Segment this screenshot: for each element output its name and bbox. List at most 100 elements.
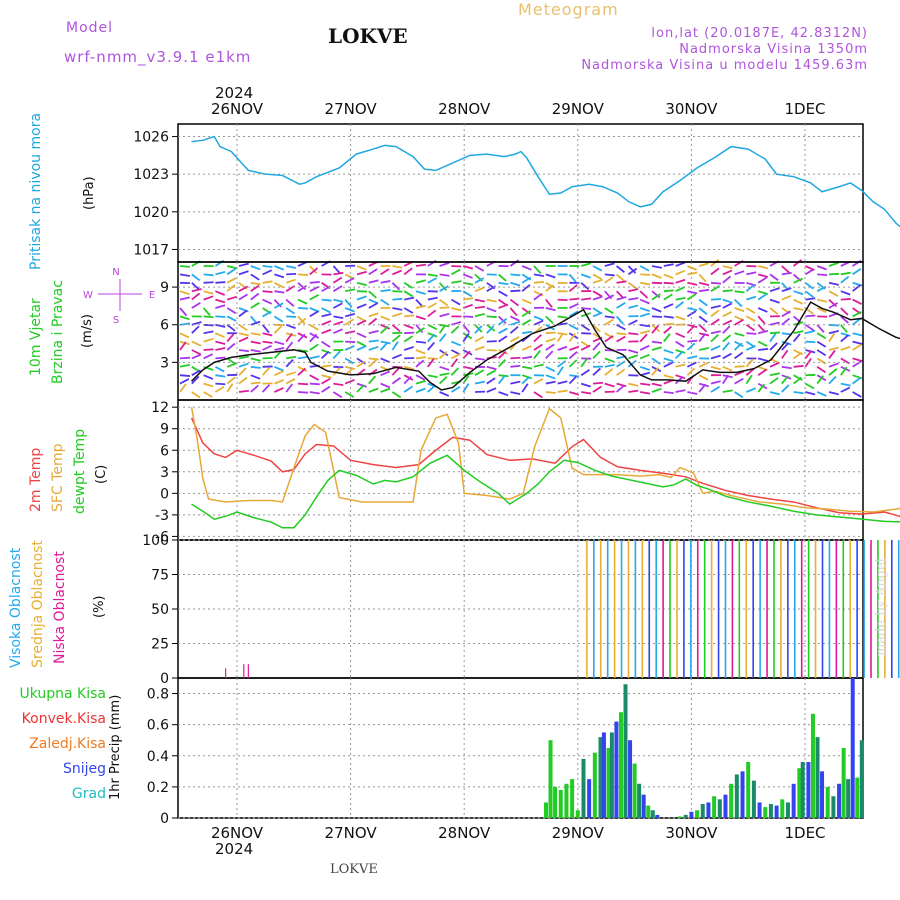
wind-barb xyxy=(734,370,745,377)
wind-barb xyxy=(309,382,320,386)
wind-barb xyxy=(545,307,556,312)
wind-barb xyxy=(769,361,780,368)
wind-barb xyxy=(592,324,601,333)
wind-barb xyxy=(321,364,332,368)
wind-barb xyxy=(557,380,568,385)
wind-barb xyxy=(309,332,320,339)
wind-barb xyxy=(510,364,521,368)
wind-barb xyxy=(462,383,470,393)
wind-barb xyxy=(415,279,426,284)
wind-barb xyxy=(356,270,367,276)
wind-barb xyxy=(203,281,214,284)
chart-title: Meteogram xyxy=(518,0,619,19)
wind-barb xyxy=(828,290,839,297)
wind-barb xyxy=(745,284,755,292)
wind-barb xyxy=(816,265,827,271)
precip-bar xyxy=(695,810,700,818)
wind-barb xyxy=(604,335,614,343)
wind-barb xyxy=(698,374,709,381)
wind-barb xyxy=(852,376,862,385)
wind-barb xyxy=(380,357,391,364)
wind-barb xyxy=(569,302,579,309)
wind-barb xyxy=(451,307,462,312)
wind-barb xyxy=(498,273,507,282)
wind-barb xyxy=(627,359,637,368)
wind-barb xyxy=(510,289,521,293)
wind-barb xyxy=(274,346,285,351)
wind-barb xyxy=(805,340,816,344)
wind-barb xyxy=(651,357,661,365)
precip-bar xyxy=(609,732,614,818)
wind-barb xyxy=(852,317,862,326)
wind-barb xyxy=(568,324,579,331)
precip-bars xyxy=(543,678,864,818)
wind-barb xyxy=(274,265,285,271)
wind-barb xyxy=(686,293,697,301)
wind-barb xyxy=(344,318,355,326)
model-label: Model xyxy=(66,20,114,36)
wind-barb xyxy=(592,381,604,385)
wind-barb xyxy=(498,349,509,355)
wind-barb xyxy=(250,365,261,369)
wind-barb xyxy=(581,297,592,301)
wind-barb xyxy=(226,342,236,351)
wind-barb xyxy=(497,358,507,368)
wind-barb xyxy=(533,391,543,399)
wind-barb xyxy=(510,320,521,326)
wind-barb xyxy=(769,391,780,396)
wind-barb xyxy=(805,314,816,318)
wind-barb xyxy=(686,367,696,376)
precip-bar xyxy=(606,748,611,818)
precip-bar xyxy=(712,796,717,818)
wind-barb xyxy=(321,374,332,379)
wind-barb xyxy=(415,298,424,308)
wind-barb xyxy=(191,292,201,301)
wind-barb xyxy=(722,310,733,318)
precip-bar xyxy=(655,814,660,818)
wind-barb xyxy=(592,367,601,376)
wind-barb xyxy=(592,385,602,393)
wind-barb xyxy=(498,298,508,306)
wind-barb xyxy=(214,366,225,373)
precip-bar xyxy=(841,748,846,818)
wind-barb xyxy=(285,332,293,343)
wind-barb xyxy=(568,284,578,292)
wind-barb xyxy=(321,313,332,318)
wind-barb xyxy=(191,349,202,356)
wind-barb xyxy=(262,340,273,344)
wind-barb xyxy=(828,368,838,376)
wind-barb xyxy=(804,349,813,359)
wind-barb xyxy=(816,375,824,385)
wind-barb xyxy=(769,372,780,377)
wind-barb xyxy=(238,355,249,360)
x-tick-label-top: 26NOV xyxy=(211,100,264,118)
wind-barb xyxy=(391,334,401,343)
wind-barb xyxy=(498,281,509,286)
wind-barb xyxy=(309,333,318,343)
wind-barb xyxy=(722,275,732,284)
wind-barb xyxy=(675,349,686,354)
wind-barb xyxy=(757,290,769,295)
wind-barb xyxy=(522,330,533,335)
wind-barb xyxy=(745,315,756,322)
wind-barb xyxy=(356,345,367,351)
wind-barb xyxy=(616,368,626,376)
wind-barb xyxy=(261,367,271,376)
wind-barb xyxy=(450,367,460,376)
wind-barb xyxy=(651,273,662,279)
wind-barb xyxy=(286,272,297,276)
x-tick-label-bottom: 1DEC xyxy=(784,824,825,842)
wind-barb xyxy=(698,333,707,343)
wind-barb xyxy=(852,281,863,287)
wind-barb xyxy=(816,340,827,348)
wind-barb xyxy=(757,307,768,313)
wind-barb xyxy=(510,315,520,322)
wind-barb xyxy=(580,282,590,291)
wind-barb xyxy=(828,261,839,267)
wind-barb xyxy=(722,352,732,360)
wind-barb xyxy=(805,391,816,396)
wind-barb xyxy=(462,332,470,343)
wind-barb xyxy=(840,290,851,296)
wind-barb xyxy=(698,281,710,287)
wind-barb xyxy=(793,315,802,324)
